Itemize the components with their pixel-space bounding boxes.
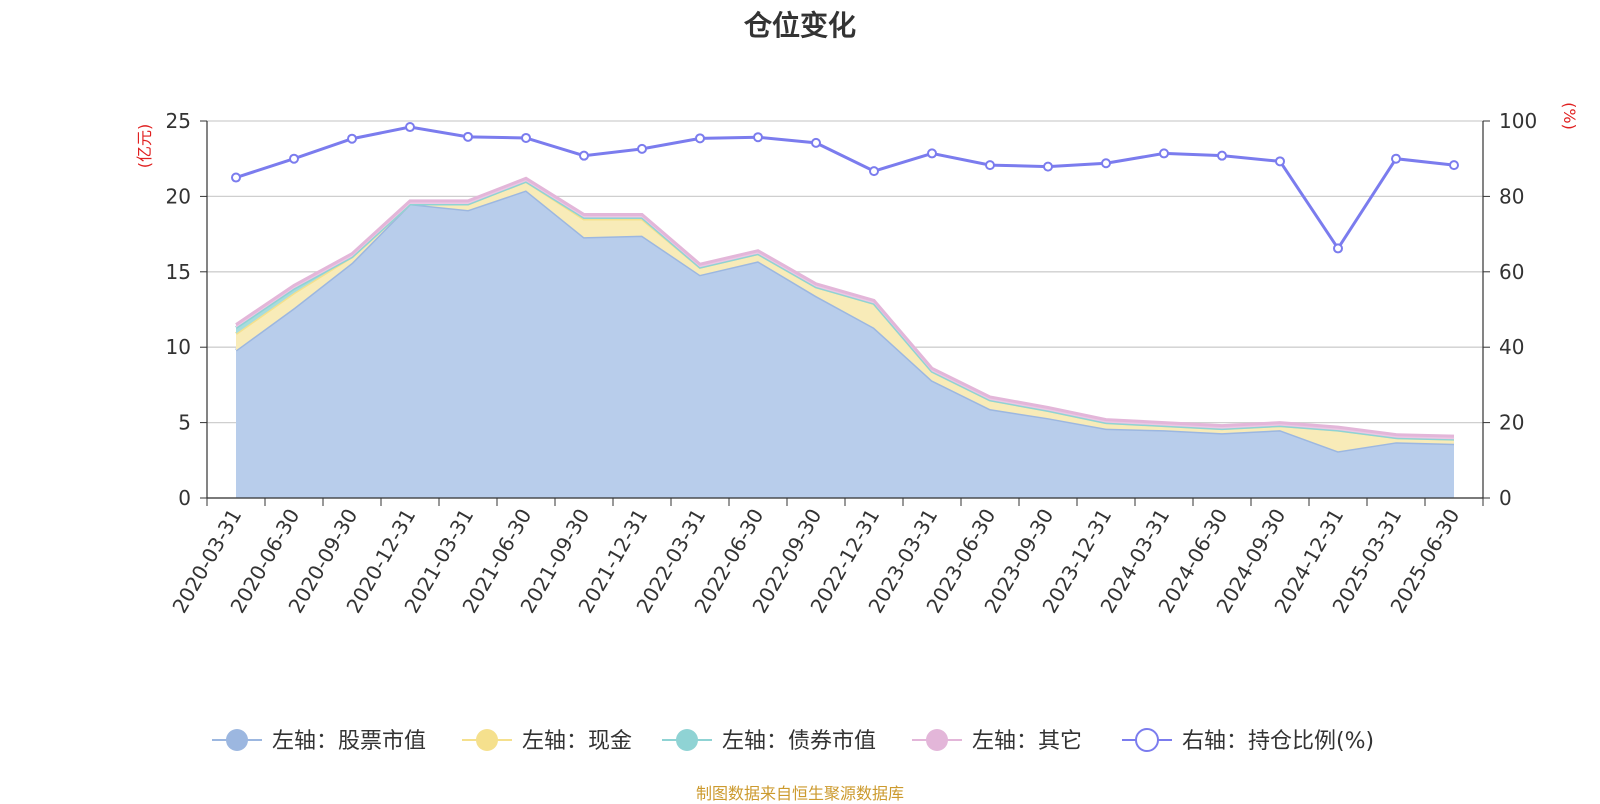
source-note: 制图数据来自恒生聚源数据库 xyxy=(695,784,904,803)
left-axis-tick-label: 15 xyxy=(166,260,191,284)
right-axis-tick-label: 20 xyxy=(1499,411,1524,435)
right-axis-tick-label: 100 xyxy=(1499,109,1537,133)
right-axis-tick-label: 40 xyxy=(1499,335,1524,359)
left-axis-tick-label: 0 xyxy=(178,486,191,510)
left-axis-tick-label: 5 xyxy=(178,411,191,435)
line-point xyxy=(579,150,589,161)
line-point xyxy=(1391,153,1401,164)
left-axis-tick-label: 20 xyxy=(166,184,191,208)
left-axis-label: (亿元) xyxy=(135,124,154,169)
legend-item: 左轴：现金 xyxy=(462,729,632,754)
legend-marker xyxy=(1135,728,1159,752)
chart-title: 仓位变化 xyxy=(743,9,856,42)
line-point xyxy=(347,133,357,144)
legend-label: 左轴：其它 xyxy=(972,729,1082,754)
legend-label: 左轴：现金 xyxy=(522,729,632,754)
line-point xyxy=(521,132,531,143)
line-point xyxy=(695,133,705,144)
legend-marker xyxy=(476,729,498,751)
legend-marker xyxy=(676,729,698,751)
left-axis-tick-label: 10 xyxy=(166,335,191,359)
line-point xyxy=(1217,150,1227,161)
line-point xyxy=(1159,148,1169,159)
area-edge-其它 xyxy=(235,176,1455,438)
line-point xyxy=(289,153,299,164)
line-point xyxy=(231,172,241,183)
line-point xyxy=(637,143,647,154)
legend-item: 左轴：股票市值 xyxy=(212,729,426,754)
line-series xyxy=(231,122,1459,254)
line-point xyxy=(463,131,473,142)
legend-label: 右轴：持仓比例(%) xyxy=(1182,729,1374,754)
line-holding-ratio xyxy=(235,125,1455,252)
line-point xyxy=(1275,156,1285,167)
legend-item: 右轴：持仓比例(%) xyxy=(1122,728,1374,754)
area-股票市值 xyxy=(236,190,1454,499)
area-series xyxy=(235,176,1455,499)
legend-label: 左轴：债券市值 xyxy=(722,729,876,754)
line-point xyxy=(1043,161,1053,172)
right-axis-tick-label: 60 xyxy=(1499,260,1524,284)
right-axis-tick-label: 0 xyxy=(1499,486,1512,510)
legend-marker xyxy=(226,729,248,751)
right-axis-label: (%) xyxy=(1560,102,1579,130)
legend-item: 左轴：债券市值 xyxy=(662,729,876,754)
legend-marker xyxy=(926,729,948,751)
line-point xyxy=(869,166,879,177)
line-point xyxy=(811,137,821,148)
line-point xyxy=(927,148,937,159)
right-axis-tick-label: 80 xyxy=(1499,184,1524,208)
legend-label: 左轴：股票市值 xyxy=(272,729,426,754)
line-point xyxy=(1101,158,1111,169)
line-point xyxy=(985,160,995,171)
legend: 左轴：股票市值 左轴：现金 左轴：债券市值 左轴：其它 右轴：持仓比例(%) xyxy=(212,728,1374,754)
line-point xyxy=(753,132,763,143)
line-point xyxy=(405,122,415,133)
left-axis-tick-label: 25 xyxy=(166,109,191,133)
legend-item: 左轴：其它 xyxy=(912,729,1082,754)
line-point xyxy=(1449,160,1459,171)
line-point xyxy=(1333,243,1343,254)
